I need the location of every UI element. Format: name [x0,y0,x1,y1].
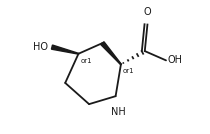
Text: O: O [144,7,151,17]
Polygon shape [51,45,79,54]
Text: NH: NH [111,107,126,117]
Text: HO: HO [33,42,48,52]
Text: or1: or1 [123,68,135,74]
Text: OH: OH [167,55,182,65]
Polygon shape [101,42,121,65]
Text: or1: or1 [80,58,92,64]
